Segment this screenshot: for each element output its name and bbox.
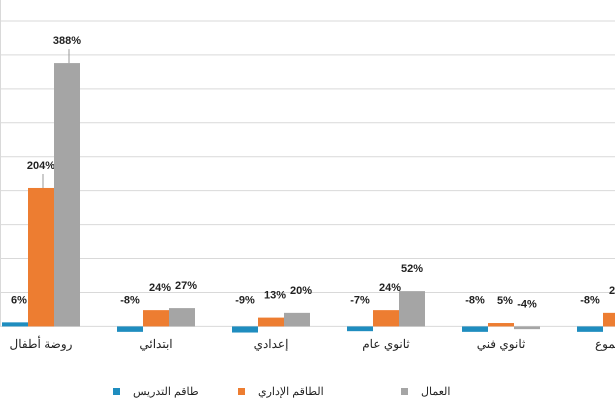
bar [2,322,28,327]
data-label: 27% [175,280,197,292]
bar [603,312,615,327]
legend-swatch [113,388,120,395]
bar [143,310,169,327]
legend-swatch [238,388,245,395]
data-label: 24% [379,282,401,294]
bar [347,326,373,332]
bar [258,317,284,327]
bar [232,326,258,333]
data-label: 24% [149,282,171,294]
data-label: 52% [401,263,423,275]
data-label: 388% [53,35,81,47]
data-label: -8% [120,294,140,306]
x-tick-label: المجموع [595,337,615,351]
x-tick-label: إعدادي [254,337,289,352]
data-label: 20% [290,285,312,297]
bar [169,308,195,327]
legend-label: طاقم التدريس [133,386,199,398]
bar [284,312,310,327]
bar [28,187,54,327]
legend-label: الطاقم الإداري [258,386,324,398]
legend-label: العمال [421,386,450,398]
legend-swatch [401,388,408,395]
bar [399,291,425,327]
data-label: 13% [264,290,286,302]
bar [488,323,514,327]
data-label: -9% [235,294,255,306]
data-label: 20% [609,285,615,297]
bar [373,310,399,327]
x-tick-label: ابتدائي [139,337,172,351]
bar [117,326,143,332]
data-label: -4% [517,298,537,310]
data-label: 5% [497,295,513,307]
bar [514,326,540,330]
bar [577,326,603,332]
data-label: 204% [27,160,55,172]
data-label: 6% [11,294,27,306]
bar [462,326,488,332]
x-tick-label: روضة أطفال [10,336,73,351]
bar [54,63,80,327]
data-label: -8% [580,294,600,306]
data-label: -7% [350,294,370,306]
x-tick-label: ثانوي فني [477,337,526,351]
x-tick-label: ثانوي عام [362,337,410,351]
data-label: -8% [465,294,485,306]
